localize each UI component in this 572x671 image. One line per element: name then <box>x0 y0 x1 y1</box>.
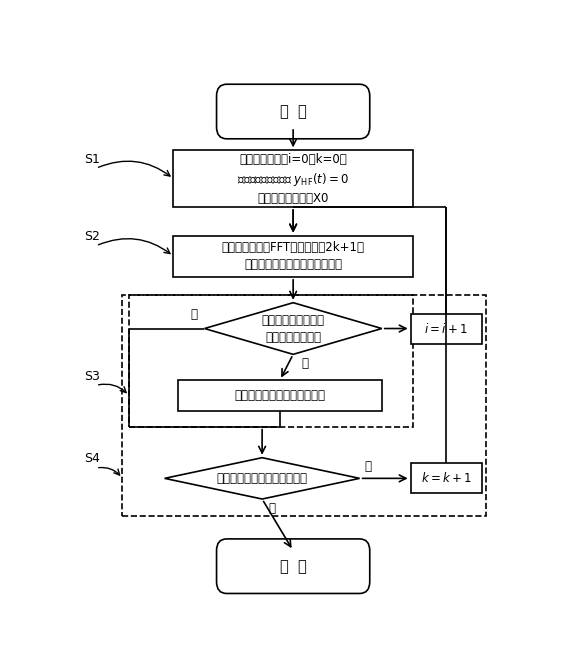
Text: 循环变量置初值i=0，k=0，
高频谐波部分置初值 $y_{\mathrm{HF}}(t)=0$
置优化求解的初值X0: 循环变量置初值i=0，k=0， 高频谐波部分置初值 $y_{\mathrm{HF… <box>237 153 349 205</box>
Bar <box>178 380 382 411</box>
Polygon shape <box>205 303 382 354</box>
Bar <box>129 295 413 427</box>
Polygon shape <box>165 458 360 499</box>
FancyBboxPatch shape <box>217 85 370 139</box>
Text: S1: S1 <box>84 153 100 166</box>
Text: 结  束: 结 束 <box>280 559 307 574</box>
Text: 否: 否 <box>301 357 308 370</box>
Text: $i=i+1$: $i=i+1$ <box>424 321 468 336</box>
Text: 误差均方根值、迭代
次数满足退出条件: 误差均方根值、迭代 次数满足退出条件 <box>261 313 325 344</box>
Text: 是: 是 <box>269 502 276 515</box>
Text: 计算方程误差、FFT、构造包含2k+1个
优化变量的目标函数、优化求解: 计算方程误差、FFT、构造包含2k+1个 优化变量的目标函数、优化求解 <box>222 241 365 271</box>
Text: $k=k+1$: $k=k+1$ <box>420 471 471 485</box>
Text: S4: S4 <box>84 452 100 466</box>
Bar <box>411 464 482 493</box>
Text: S2: S2 <box>84 230 100 244</box>
Text: 开  始: 开 始 <box>280 104 307 119</box>
Bar <box>122 295 486 515</box>
Text: 低频谐波部分满足退出条件？: 低频谐波部分满足退出条件？ <box>217 472 308 485</box>
Bar <box>411 313 482 344</box>
Text: 是: 是 <box>191 308 198 321</box>
Bar <box>173 236 413 277</box>
Text: 更新迭代初值、高频谐波部分: 更新迭代初值、高频谐波部分 <box>235 389 325 402</box>
Text: 否: 否 <box>364 460 371 473</box>
Bar <box>173 150 413 207</box>
FancyBboxPatch shape <box>217 539 370 593</box>
Text: S3: S3 <box>84 370 100 382</box>
